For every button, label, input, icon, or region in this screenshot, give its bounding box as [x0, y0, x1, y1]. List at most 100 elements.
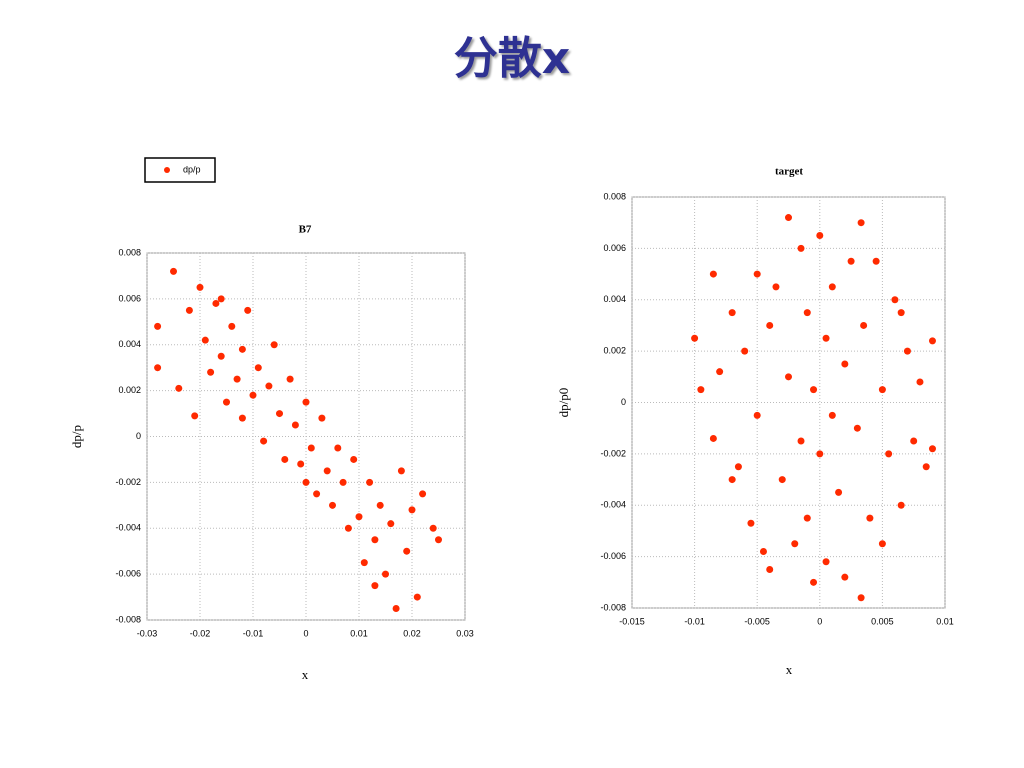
point	[810, 578, 818, 586]
point	[891, 296, 899, 304]
point	[397, 467, 405, 475]
point	[254, 364, 262, 372]
point	[766, 565, 774, 573]
y-tick-label: 0.006	[118, 293, 141, 303]
point	[291, 421, 299, 429]
point	[207, 368, 215, 376]
x-tick-label: -0.03	[137, 628, 158, 638]
y-tick-label: 0.006	[603, 243, 626, 253]
point	[238, 414, 246, 422]
point	[734, 463, 742, 471]
point	[853, 424, 861, 432]
point	[329, 501, 336, 509]
legend-box	[144, 157, 216, 183]
x-tick-label: -0.01	[243, 628, 264, 638]
point	[872, 257, 880, 265]
point	[847, 257, 855, 265]
y-axis-label: dp/p	[69, 425, 84, 448]
point	[154, 322, 162, 330]
point	[709, 270, 717, 278]
point	[185, 306, 193, 314]
point	[392, 605, 400, 613]
point	[916, 378, 924, 386]
y-tick-label: 0.002	[118, 385, 141, 395]
point	[785, 373, 792, 381]
y-tick-label: -0.002	[115, 477, 141, 487]
x-tick-label: 0.005	[871, 616, 894, 626]
point	[307, 444, 315, 452]
y-tick-label: 0.002	[603, 346, 626, 356]
y-tick-label: -0.008	[115, 614, 141, 624]
point	[276, 410, 283, 418]
point	[233, 375, 241, 383]
y-tick-label: 0	[621, 397, 626, 407]
point	[429, 524, 437, 532]
point	[857, 219, 865, 227]
point	[728, 476, 736, 484]
point	[928, 337, 936, 345]
point	[175, 384, 183, 392]
point	[797, 437, 805, 445]
point	[313, 490, 321, 498]
point	[201, 336, 209, 344]
point	[709, 434, 717, 442]
point	[435, 536, 442, 544]
point	[170, 267, 177, 275]
point	[217, 352, 225, 360]
point	[753, 270, 761, 278]
point	[878, 386, 886, 394]
point	[797, 244, 805, 252]
point	[371, 536, 379, 544]
point	[318, 414, 326, 422]
point	[360, 559, 368, 567]
point	[154, 364, 162, 372]
point	[753, 411, 761, 419]
point	[413, 593, 421, 601]
point	[344, 524, 352, 532]
point	[803, 309, 811, 317]
y-tick-label: -0.006	[115, 569, 141, 579]
point	[716, 368, 724, 376]
y-tick-label: -0.002	[600, 448, 626, 458]
point	[922, 463, 930, 471]
x-axis-label: x	[302, 667, 309, 682]
point	[270, 341, 278, 349]
point	[339, 478, 347, 486]
point	[910, 437, 918, 445]
point	[382, 570, 389, 578]
point	[728, 309, 736, 317]
point	[323, 467, 331, 475]
point	[191, 412, 199, 420]
point	[747, 519, 755, 527]
point	[297, 460, 305, 468]
point	[244, 306, 252, 314]
x-tick-label: 0.03	[456, 628, 474, 638]
point	[238, 345, 246, 353]
point	[355, 513, 363, 521]
point	[885, 450, 893, 458]
point	[841, 573, 849, 581]
y-tick-label: 0.008	[118, 247, 141, 257]
point	[778, 476, 786, 484]
point	[350, 455, 358, 463]
point	[835, 488, 843, 496]
point	[803, 514, 811, 522]
point	[302, 398, 310, 406]
point	[822, 334, 830, 342]
point	[217, 295, 225, 303]
point	[897, 501, 905, 509]
y-tick-label: 0	[136, 431, 141, 441]
x-tick-label: -0.015	[619, 616, 645, 626]
point	[408, 506, 416, 514]
point	[419, 490, 427, 498]
point	[816, 450, 824, 458]
point	[403, 547, 411, 555]
point	[334, 444, 342, 452]
point	[366, 478, 374, 486]
point	[212, 299, 220, 307]
point	[196, 283, 204, 291]
point	[860, 321, 868, 329]
legend-marker	[164, 167, 170, 173]
y-tick-label: -0.006	[600, 551, 626, 561]
